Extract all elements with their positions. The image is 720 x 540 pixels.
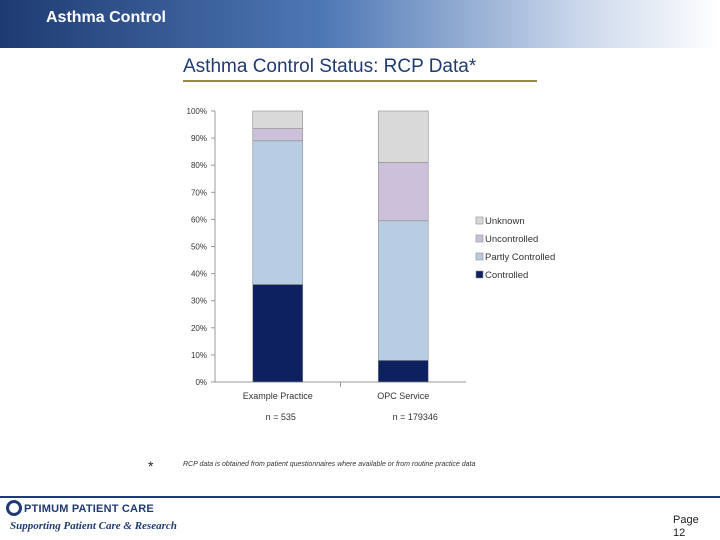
footer-divider bbox=[0, 496, 720, 498]
x-tick-label: OPC Service bbox=[377, 391, 429, 401]
x-tick-label: Example Practice bbox=[243, 391, 313, 401]
legend-swatch-uncontrolled bbox=[475, 234, 484, 243]
title-underline bbox=[183, 80, 537, 82]
legend-label: Unknown bbox=[485, 216, 525, 227]
legend-label: Partly Controlled bbox=[485, 252, 555, 263]
y-tick-label: 20% bbox=[191, 324, 207, 333]
page-value: 12 bbox=[673, 527, 686, 539]
sample-size-label: n = 179346 bbox=[393, 412, 438, 422]
y-tick-label: 70% bbox=[191, 188, 207, 197]
page-label: Page bbox=[673, 514, 699, 526]
y-tick-label: 90% bbox=[191, 134, 207, 143]
legend-swatch-unknown bbox=[475, 216, 484, 225]
sample-size-label: n = 535 bbox=[266, 412, 296, 422]
legend-label: Controlled bbox=[485, 270, 528, 281]
footnote-symbol: * bbox=[148, 458, 154, 474]
bar-segment-partly-controlled bbox=[377, 220, 429, 361]
legend-label: Uncontrolled bbox=[485, 234, 538, 245]
header-title: Asthma Control bbox=[46, 9, 166, 26]
y-tick-label: 30% bbox=[191, 297, 207, 306]
legend-swatch-controlled bbox=[475, 270, 484, 279]
bar-segment-uncontrolled bbox=[377, 162, 429, 222]
header-band bbox=[0, 0, 720, 48]
slide-title: Asthma Control Status: RCP Data* bbox=[183, 56, 477, 77]
page-number: Page 12 bbox=[673, 514, 699, 540]
y-tick-label: 60% bbox=[191, 215, 207, 224]
y-tick-label: 50% bbox=[191, 243, 207, 252]
y-tick-label: 0% bbox=[195, 378, 207, 387]
bar-segment-unknown bbox=[377, 110, 429, 163]
logo-tagline: Supporting Patient Care & Research bbox=[10, 520, 177, 532]
optimum-patient-care-logo: PTIMUM PATIENT CARE Supporting Patient C… bbox=[6, 500, 186, 538]
y-tick-label: 100% bbox=[187, 107, 207, 116]
logo-o-mark-icon bbox=[6, 500, 22, 516]
bar-segment-partly-controlled bbox=[252, 140, 304, 285]
logo-name: PTIMUM PATIENT CARE bbox=[24, 503, 154, 515]
legend-swatch-partly-controlled bbox=[475, 252, 484, 261]
bar-segment-controlled bbox=[252, 284, 304, 383]
footnote-text: RCP data is obtained from patient questi… bbox=[183, 461, 476, 468]
bar-segment-uncontrolled bbox=[252, 128, 304, 142]
bar-segment-unknown bbox=[252, 110, 304, 129]
y-tick-label: 40% bbox=[191, 270, 207, 279]
bar-segment-controlled bbox=[377, 360, 429, 383]
y-tick-label: 10% bbox=[191, 351, 207, 360]
y-tick-label: 80% bbox=[191, 161, 207, 170]
